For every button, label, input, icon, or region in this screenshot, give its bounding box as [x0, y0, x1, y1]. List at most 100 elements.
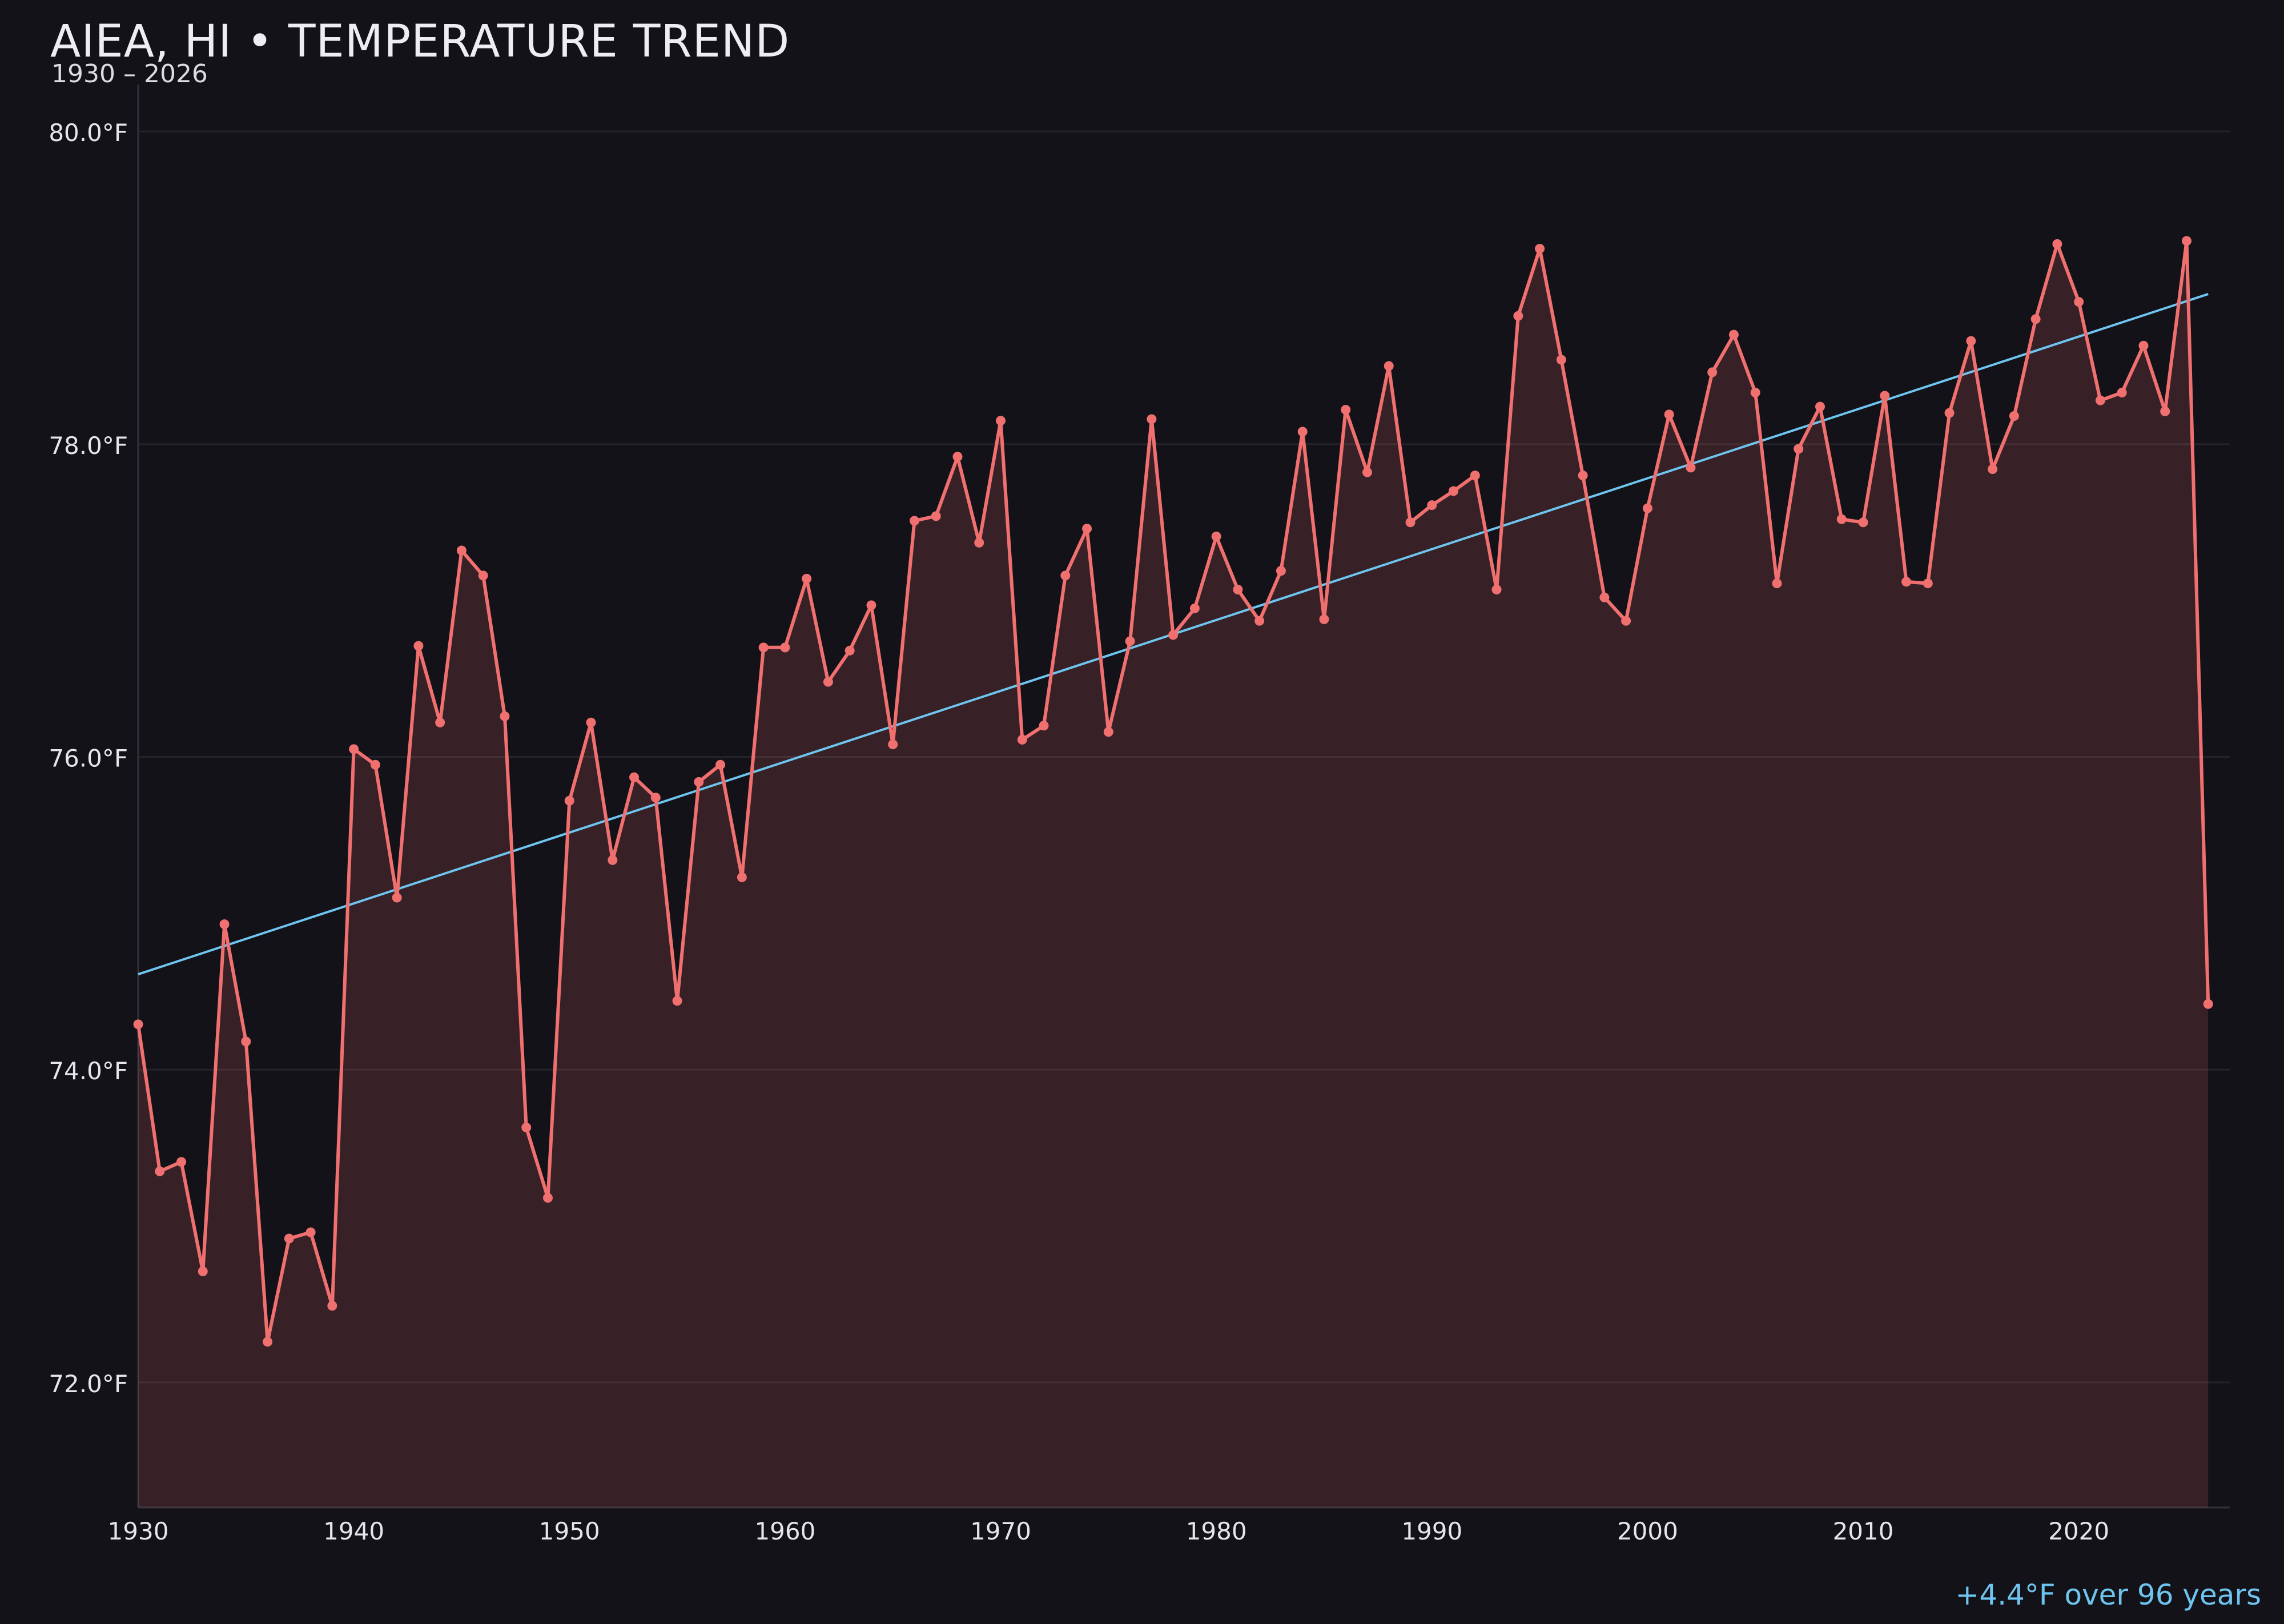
data-point	[888, 739, 898, 750]
x-tick-label: 1980	[1186, 1517, 1247, 1545]
data-point	[241, 1036, 251, 1047]
data-point	[694, 777, 704, 787]
x-tick-label: 1970	[970, 1517, 1031, 1545]
y-tick-label: 78.0°F	[49, 432, 128, 460]
data-point	[1103, 727, 1113, 737]
data-point	[2160, 406, 2170, 416]
data-point	[952, 452, 963, 462]
data-point	[780, 642, 790, 653]
x-tick-label: 2000	[1617, 1517, 1678, 1545]
data-point	[1082, 524, 1092, 534]
y-tick-label: 74.0°F	[49, 1057, 128, 1085]
data-point	[1599, 592, 1610, 602]
data-point	[1944, 408, 1955, 418]
data-point	[1384, 361, 1394, 371]
data-point	[1491, 585, 1502, 595]
series-area	[138, 240, 2209, 1508]
data-point	[133, 1019, 143, 1030]
data-point	[1728, 329, 1739, 340]
data-point	[1060, 570, 1071, 581]
data-point	[1254, 616, 1265, 626]
y-tick-label: 72.0°F	[49, 1370, 128, 1398]
data-point	[1621, 616, 1631, 626]
data-point	[155, 1166, 165, 1176]
data-point	[263, 1337, 273, 1347]
data-point	[521, 1123, 532, 1133]
data-point	[1686, 463, 1696, 473]
data-point	[1405, 517, 1416, 528]
x-tick-label: 2010	[1833, 1517, 1894, 1545]
data-point	[1750, 387, 1760, 397]
x-tick-label: 2020	[2048, 1517, 2109, 1545]
data-point	[1233, 585, 1243, 595]
data-point	[392, 893, 402, 903]
data-point	[1836, 514, 1847, 524]
data-point	[564, 795, 574, 806]
data-point	[2117, 387, 2127, 397]
data-point	[758, 642, 769, 653]
data-point	[1449, 486, 1459, 496]
data-point	[1556, 355, 1566, 365]
x-tick-label: 1960	[754, 1517, 815, 1545]
data-point	[305, 1227, 316, 1237]
data-point	[1815, 401, 1825, 412]
data-point	[1168, 630, 1179, 640]
data-point	[586, 717, 596, 727]
data-point	[1923, 578, 1933, 589]
data-point	[1535, 244, 1545, 254]
data-point	[1297, 427, 1308, 437]
trend-annotation: +4.4°F over 96 years	[1955, 1578, 2261, 1611]
data-point	[672, 996, 682, 1006]
data-point	[435, 717, 445, 727]
data-point	[1211, 531, 1221, 541]
y-tick-label: 80.0°F	[49, 119, 128, 147]
data-point	[1470, 471, 1480, 481]
x-tick-label: 1930	[108, 1517, 169, 1545]
data-point	[1966, 336, 1976, 346]
data-point	[198, 1266, 208, 1276]
data-point	[2181, 236, 2191, 246]
data-point	[2074, 297, 2084, 307]
data-point	[456, 545, 467, 556]
data-point	[1772, 578, 1782, 589]
data-point	[650, 793, 661, 803]
data-point	[1276, 566, 1286, 576]
data-point	[909, 516, 919, 526]
data-point	[1039, 721, 1049, 731]
data-point	[478, 570, 488, 581]
data-point	[1017, 734, 1027, 745]
data-point	[1513, 311, 1523, 321]
data-point	[1362, 467, 1372, 477]
data-point	[327, 1301, 337, 1311]
data-point	[608, 855, 618, 865]
data-point	[1707, 367, 1718, 377]
chart-title: AIEA, HI • TEMPERATURE TREND	[50, 16, 790, 67]
data-point	[2138, 340, 2149, 351]
data-point	[1341, 405, 1351, 415]
data-point	[413, 641, 424, 651]
data-point	[1880, 391, 1890, 401]
data-point	[2095, 395, 2105, 405]
data-point	[1858, 517, 1868, 528]
data-point	[823, 677, 833, 687]
data-point	[176, 1157, 187, 1167]
data-point	[349, 744, 359, 754]
x-tick-label: 1950	[539, 1517, 600, 1545]
x-tick-label: 1940	[323, 1517, 384, 1545]
data-point	[629, 772, 640, 782]
data-point	[1125, 636, 1135, 646]
data-point	[2009, 411, 2019, 421]
data-point	[1189, 603, 1200, 613]
data-point	[542, 1193, 553, 1203]
data-point	[1901, 577, 1912, 587]
data-point	[500, 711, 510, 721]
data-point	[2203, 999, 2213, 1009]
data-point	[802, 573, 812, 584]
data-point	[1578, 471, 1588, 481]
data-point	[2030, 314, 2041, 324]
chart-subtitle: 1930 – 2026	[51, 59, 208, 89]
data-point	[737, 872, 747, 882]
data-point	[1664, 409, 1674, 420]
